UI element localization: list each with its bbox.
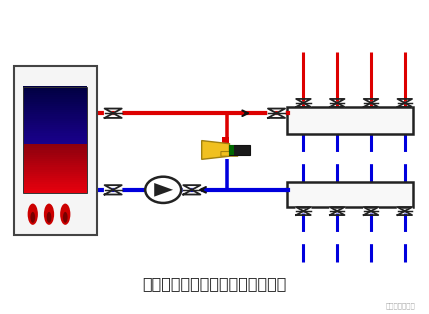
Bar — [23, 97, 88, 100]
Ellipse shape — [44, 203, 54, 225]
Polygon shape — [364, 99, 378, 107]
Bar — [23, 93, 88, 95]
Polygon shape — [202, 141, 230, 159]
Bar — [23, 101, 88, 104]
Polygon shape — [398, 99, 412, 107]
Bar — [23, 186, 88, 189]
Bar — [23, 188, 88, 191]
Ellipse shape — [27, 203, 38, 225]
Ellipse shape — [47, 212, 51, 223]
Bar — [23, 108, 88, 110]
Bar — [23, 133, 88, 136]
Bar — [23, 167, 88, 170]
Polygon shape — [154, 183, 173, 197]
Bar — [23, 110, 88, 112]
Bar — [230, 145, 250, 155]
Bar — [23, 148, 88, 150]
Ellipse shape — [30, 212, 35, 223]
Bar — [23, 106, 88, 108]
Bar — [23, 184, 88, 187]
Bar — [23, 150, 88, 153]
Polygon shape — [221, 152, 238, 156]
Bar — [23, 159, 88, 161]
Bar — [23, 99, 88, 101]
Bar — [23, 165, 88, 167]
Polygon shape — [183, 185, 200, 194]
Bar — [23, 131, 88, 133]
Bar — [23, 89, 88, 91]
Polygon shape — [330, 99, 344, 107]
Bar — [23, 169, 88, 172]
Bar — [23, 91, 88, 93]
Polygon shape — [296, 99, 311, 107]
Bar — [23, 95, 88, 97]
Bar — [23, 146, 88, 148]
Bar — [23, 103, 88, 106]
Bar — [23, 137, 88, 140]
Bar — [23, 86, 88, 89]
Bar — [23, 182, 88, 184]
Bar — [287, 107, 413, 133]
Bar — [23, 161, 88, 163]
Bar — [23, 118, 88, 121]
Polygon shape — [398, 207, 412, 215]
Bar — [23, 174, 88, 176]
Bar — [23, 171, 88, 174]
Bar — [23, 87, 88, 193]
Bar — [23, 122, 88, 125]
Bar — [23, 127, 88, 129]
Polygon shape — [364, 207, 378, 215]
Bar — [23, 139, 88, 142]
Bar — [23, 112, 88, 114]
Text: 在小型商用燃气锅炉系统中的应用: 在小型商用燃气锅炉系统中的应用 — [142, 276, 287, 291]
Polygon shape — [296, 207, 311, 215]
Ellipse shape — [60, 203, 70, 225]
Polygon shape — [105, 185, 122, 194]
Bar — [23, 154, 88, 157]
Bar — [23, 178, 88, 180]
Bar — [23, 156, 88, 159]
Polygon shape — [330, 207, 344, 215]
Text: 普惠温湿能技术: 普惠温湿能技术 — [386, 302, 415, 309]
Bar — [23, 135, 88, 138]
Bar — [23, 176, 88, 178]
Bar — [23, 125, 88, 127]
Bar — [222, 138, 229, 144]
Polygon shape — [105, 109, 122, 118]
Bar — [23, 191, 88, 193]
Bar — [23, 180, 88, 182]
Bar — [14, 66, 97, 235]
Bar — [23, 129, 88, 131]
Bar — [230, 145, 234, 155]
Bar — [23, 120, 88, 123]
Bar — [287, 182, 413, 207]
Circle shape — [145, 177, 181, 203]
Bar — [23, 163, 88, 165]
Bar — [23, 142, 88, 144]
Bar — [23, 116, 88, 119]
Ellipse shape — [63, 212, 68, 223]
Bar — [23, 152, 88, 155]
Polygon shape — [268, 109, 285, 118]
Bar — [23, 144, 88, 146]
Bar — [23, 114, 88, 116]
